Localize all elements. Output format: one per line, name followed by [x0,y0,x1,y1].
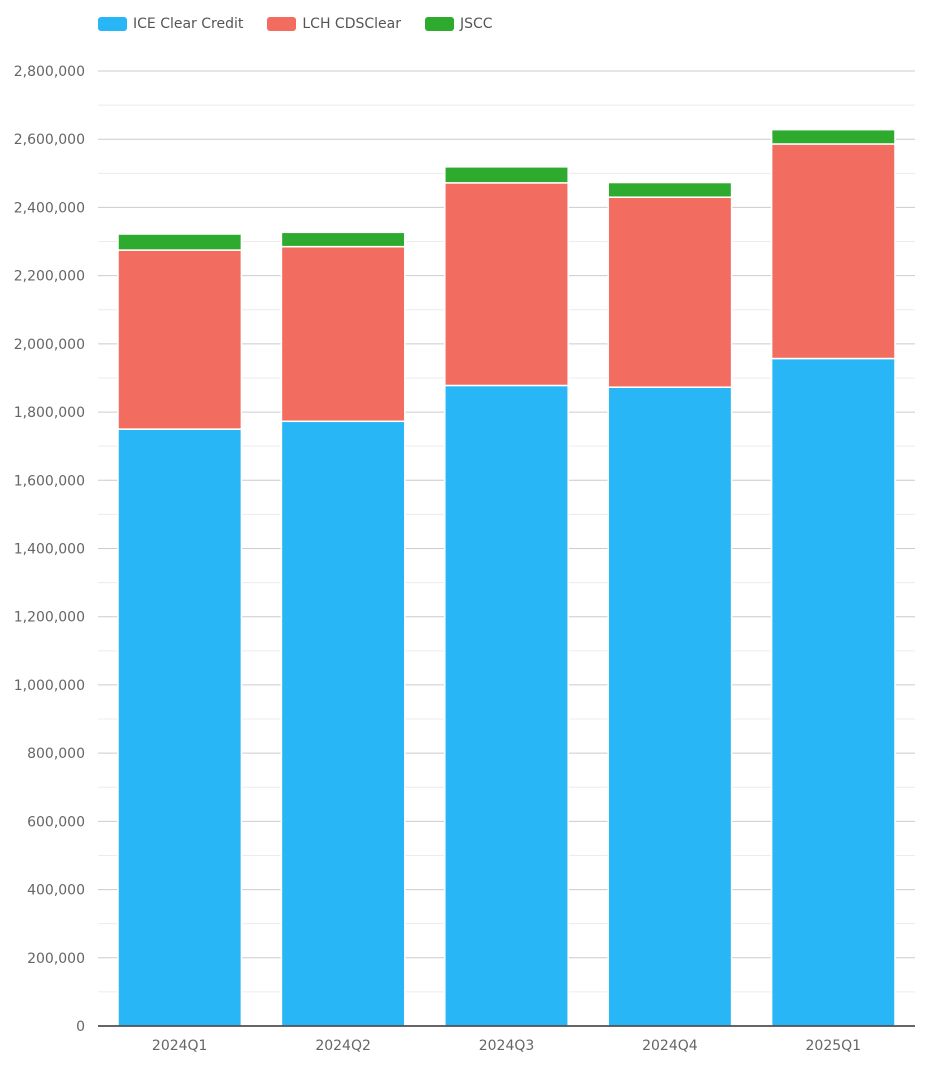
y-tick-label: 2,400,000 [14,200,85,216]
legend: ICE Clear Credit LCH CDSClear JSCC [98,16,517,32]
bar-ice-clear-credit-2025q1[interactable] [770,357,896,1027]
x-tick-label: 2024Q2 [315,1038,371,1054]
legend-item-jscc[interactable]: JSCC [424,16,493,32]
legend-label-lch-cdsclear: LCH CDSClear [302,16,401,32]
bar-lch-cdsclear-2024q1[interactable] [117,249,243,430]
x-tick-label: 2024Q4 [642,1038,698,1054]
y-tick-label: 600,000 [27,814,85,830]
bar-lch-cdsclear-2024q4[interactable] [607,196,733,388]
y-tick-label: 800,000 [27,746,85,762]
y-tick-label: 1,200,000 [14,610,85,626]
legend-item-lch-cdsclear[interactable]: LCH CDSClear [267,16,401,32]
y-tick-label: 1,600,000 [14,473,85,489]
legend-label-jscc: JSCC [459,16,493,32]
axes: 0 200,000 400,000 600,000 800,000 1,000,000 1,… [14,64,915,1054]
bar-jscc-2024q2[interactable] [280,231,406,248]
y-tick-label: 2,600,000 [14,132,85,148]
bar-jscc-2024q3[interactable] [444,166,569,184]
bars [117,128,896,1027]
bar-ice-clear-credit-2024q1[interactable] [117,428,243,1027]
y-tick-label: 1,400,000 [14,542,85,558]
bar-lch-cdsclear-2024q2[interactable] [280,245,406,423]
y-tick-label: 2,800,000 [14,64,85,80]
bar-ice-clear-credit-2024q4[interactable] [607,386,733,1027]
y-tick-label: 1,800,000 [14,405,85,421]
y-tick-label: 1,000,000 [14,678,85,694]
bar-lch-cdsclear-2024q3[interactable] [444,182,569,387]
x-tick-label: 2025Q1 [806,1038,862,1054]
bar-jscc-2024q1[interactable] [117,233,243,251]
bar-jscc-2025q1[interactable] [770,128,896,145]
y-tick-label: 400,000 [27,883,85,899]
y-tick-label: 0 [76,1019,85,1035]
bar-ice-clear-credit-2024q2[interactable] [280,420,406,1027]
y-tick-label: 2,000,000 [14,337,85,353]
legend-swatch-lch-cdsclear [267,17,297,31]
bar-ice-clear-credit-2024q3[interactable] [444,384,569,1027]
legend-label-ice-clear-credit: ICE Clear Credit [133,16,244,32]
legend-swatch-ice-clear-credit [98,17,127,31]
legend-swatch-jscc [424,17,454,31]
legend-item-ice-clear-credit[interactable]: ICE Clear Credit [98,16,243,32]
bar-jscc-2024q4[interactable] [607,181,733,198]
y-tick-label: 200,000 [27,951,85,967]
bar-lch-cdsclear-2025q1[interactable] [770,143,896,360]
y-tick-label: 2,200,000 [14,269,85,285]
x-tick-label: 2024Q3 [479,1038,535,1054]
x-tick-label: 2024Q1 [152,1038,208,1054]
